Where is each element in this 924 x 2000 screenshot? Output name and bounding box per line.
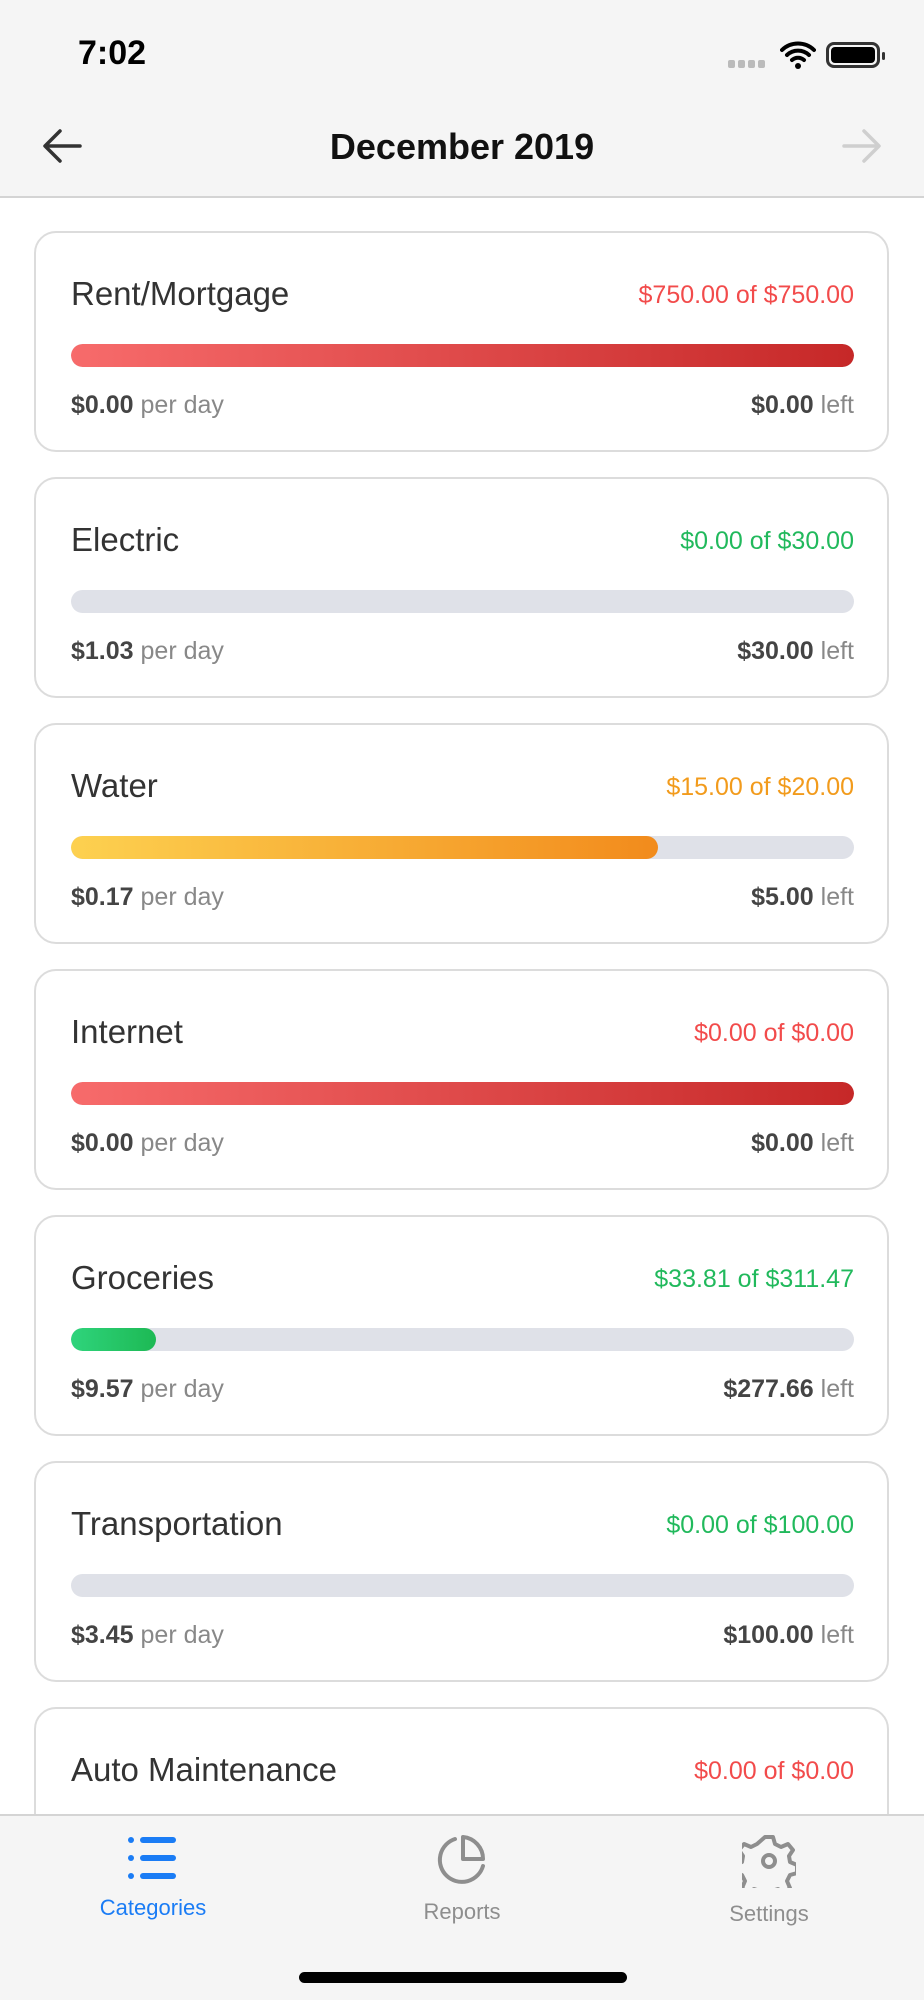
left-value: $0.00 (751, 391, 814, 419)
category-name: Water (71, 767, 158, 804)
category-card[interactable]: Electric $0.00 of $30.00 $1.03 per day $… (34, 477, 889, 698)
left-label: left (820, 1375, 854, 1403)
category-name: Rent/Mortgage (71, 275, 290, 312)
signal-icon (728, 60, 765, 68)
list-icon (128, 1837, 176, 1879)
category-card[interactable]: Transportation $0.00 of $100.00 $3.45 pe… (34, 1461, 889, 1682)
tab-label: Categories (99, 1895, 207, 1920)
left-label: left (820, 391, 854, 419)
per-day-label: per day (140, 1129, 224, 1157)
per-day-value: $0.00 (71, 391, 134, 419)
per-day-value: $0.17 (71, 883, 134, 911)
category-card[interactable]: Rent/Mortgage $750.00 of $750.00 $0.00 p… (34, 231, 889, 452)
progress-bar (71, 1574, 854, 1597)
category-name: Internet (71, 1013, 183, 1050)
tab-categories[interactable]: Categories (53, 1834, 253, 1921)
per-day-value: $3.45 (71, 1621, 134, 1649)
amount-left: $0.00 left (751, 1129, 854, 1158)
tab-label: Settings (729, 1901, 809, 1926)
back-arrow-icon[interactable] (40, 126, 84, 166)
left-value: $5.00 (751, 883, 814, 911)
progress-fill (71, 344, 854, 367)
progress-fill (71, 836, 659, 859)
tab-label: Reports (423, 1899, 501, 1924)
category-card[interactable]: Internet $0.00 of $0.00 $0.00 per day $0… (34, 969, 889, 1190)
left-label: left (820, 883, 854, 911)
per-day-label: per day (140, 1375, 224, 1403)
home-indicator[interactable] (299, 1972, 627, 1983)
left-label: left (820, 1129, 854, 1157)
per-day: $1.03 per day (71, 637, 224, 666)
category-name: Groceries (71, 1259, 215, 1296)
per-day-value: $9.57 (71, 1375, 134, 1403)
per-day: $0.17 per day (71, 883, 224, 912)
category-amount: $15.00 of $20.00 (666, 773, 854, 801)
category-card[interactable]: Auto Maintenance $0.00 of $0.00 (34, 1707, 889, 1814)
progress-bar (71, 344, 854, 367)
category-name: Electric (71, 521, 180, 558)
per-day: $3.45 per day (71, 1621, 224, 1650)
per-day-value: $0.00 (71, 1129, 134, 1157)
left-label: left (820, 1621, 854, 1649)
status-time: 7:02 (78, 34, 147, 72)
category-amount: $33.81 of $311.47 (654, 1265, 854, 1293)
page-title: December 2019 (329, 126, 595, 167)
progress-bar (71, 590, 854, 613)
category-list[interactable]: Rent/Mortgage $750.00 of $750.00 $0.00 p… (0, 200, 924, 1814)
per-day: $0.00 per day (71, 1129, 224, 1158)
category-card[interactable]: Water $15.00 of $20.00 $0.17 per day $5.… (34, 723, 889, 944)
amount-left: $5.00 left (751, 883, 854, 912)
progress-fill (71, 1082, 854, 1105)
left-value: $30.00 (737, 637, 814, 665)
per-day: $9.57 per day (71, 1375, 224, 1404)
per-day-label: per day (140, 883, 224, 911)
per-day-label: per day (140, 391, 224, 419)
category-amount: $0.00 of $0.00 (694, 1757, 854, 1785)
amount-left: $30.00 left (737, 637, 854, 666)
tab-bar: Categories Reports Settings (0, 1814, 924, 2000)
tab-settings[interactable]: Settings (669, 1834, 869, 1927)
left-value: $277.66 (723, 1375, 814, 1403)
progress-bar (71, 1082, 854, 1105)
amount-left: $100.00 left (723, 1621, 854, 1650)
category-amount: $0.00 of $100.00 (666, 1511, 854, 1539)
progress-bar (71, 836, 854, 859)
category-name: Auto Maintenance (71, 1751, 338, 1788)
progress-fill (71, 1328, 156, 1351)
amount-left: $277.66 left (723, 1375, 854, 1404)
amount-left: $0.00 left (751, 391, 854, 420)
category-amount: $0.00 of $0.00 (694, 1019, 854, 1047)
category-card[interactable]: Groceries $33.81 of $311.47 $9.57 per da… (34, 1215, 889, 1436)
left-value: $0.00 (751, 1129, 814, 1157)
per-day-value: $1.03 (71, 637, 134, 665)
per-day-label: per day (140, 1621, 224, 1649)
forward-arrow-icon[interactable] (840, 126, 884, 166)
per-day-label: per day (140, 637, 224, 665)
tab-reports[interactable]: Reports (362, 1834, 562, 1925)
category-name: Transportation (71, 1505, 283, 1542)
wifi-icon (780, 41, 816, 69)
pie-chart-icon (437, 1835, 486, 1884)
left-label: left (820, 637, 854, 665)
per-day: $0.00 per day (71, 391, 224, 420)
left-value: $100.00 (723, 1621, 814, 1649)
gear-icon (733, 1835, 799, 1900)
top-bar: 7:02 December 2019 (0, 0, 924, 198)
category-amount: $750.00 of $750.00 (638, 281, 854, 309)
progress-bar (71, 1328, 854, 1351)
battery-icon (826, 42, 885, 68)
category-amount: $0.00 of $30.00 (680, 527, 854, 555)
